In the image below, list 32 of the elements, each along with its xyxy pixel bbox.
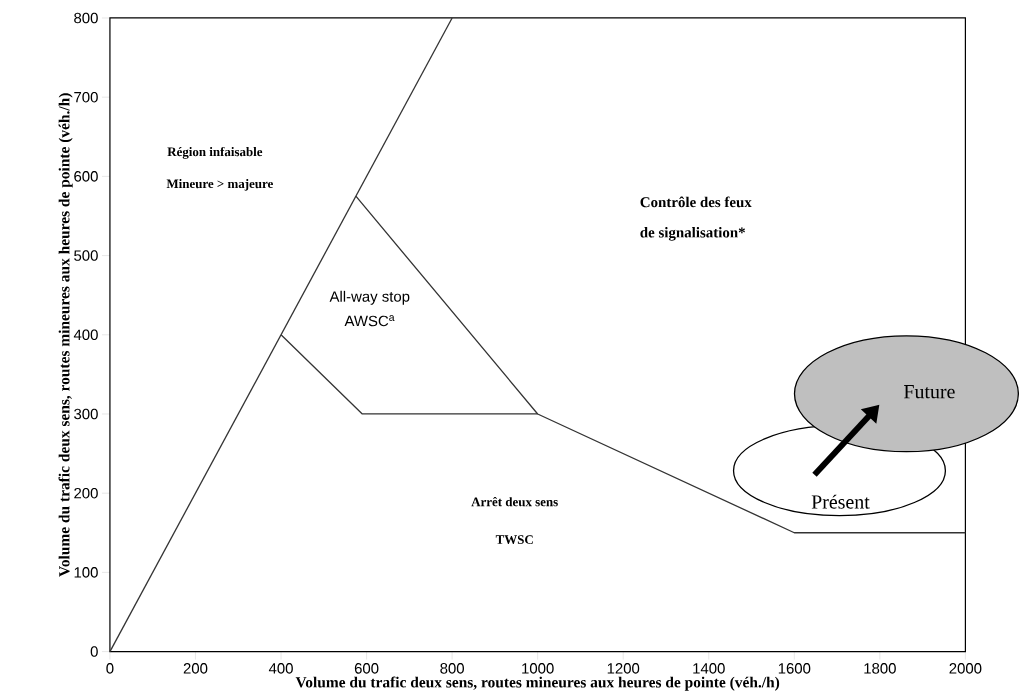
annotation: Région infaisable <box>167 146 263 159</box>
x-tick-label: 1000 <box>522 663 554 674</box>
y-tick-label: 600 <box>74 171 98 182</box>
x-tick-label: 1200 <box>607 663 640 674</box>
x-tick-label: 2000 <box>949 663 982 674</box>
y-tick-label: 800 <box>74 12 98 24</box>
annotation: Contrôle des feux <box>640 196 752 208</box>
x-tick-label: 1400 <box>693 663 725 674</box>
y-tick-label: 700 <box>74 91 98 103</box>
y-axis-title: Volume du trafic deux sens, routes mineures aux heures de pointe (véh./h) <box>58 93 73 577</box>
x-axis-title: Volume du trafic deux sens, routes mineures aux heures de pointe (véh./h) <box>295 676 780 691</box>
x-tick-label: 800 <box>440 663 464 674</box>
annotation: de signalisation* <box>640 227 745 241</box>
y-tick-label: 400 <box>73 329 98 341</box>
y-tick-label: 500 <box>74 250 98 261</box>
x-tick-label: 0 <box>106 663 114 674</box>
annotation: Arrêt deux sens <box>471 497 558 507</box>
y-tick-label: 200 <box>74 487 98 499</box>
annotation: Présent <box>811 494 870 509</box>
annotation: Future <box>904 385 955 399</box>
annotation: Mineure > majeure <box>166 179 273 191</box>
y-tick-label: 0 <box>90 646 98 657</box>
y-tick-label: 300 <box>74 408 98 420</box>
x-tick-label: 200 <box>183 663 208 674</box>
annotation: AWSC$^{a}$ <box>344 315 395 327</box>
x-tick-label: 1600 <box>778 663 811 674</box>
annotation: TWSC <box>495 535 533 545</box>
x-tick-label: 1800 <box>864 663 896 674</box>
y-tick-label: 100 <box>74 567 98 578</box>
x-tick-label: 600 <box>354 663 379 674</box>
annotation: All-way stop <box>329 290 410 305</box>
x-tick-label: 400 <box>268 663 293 674</box>
